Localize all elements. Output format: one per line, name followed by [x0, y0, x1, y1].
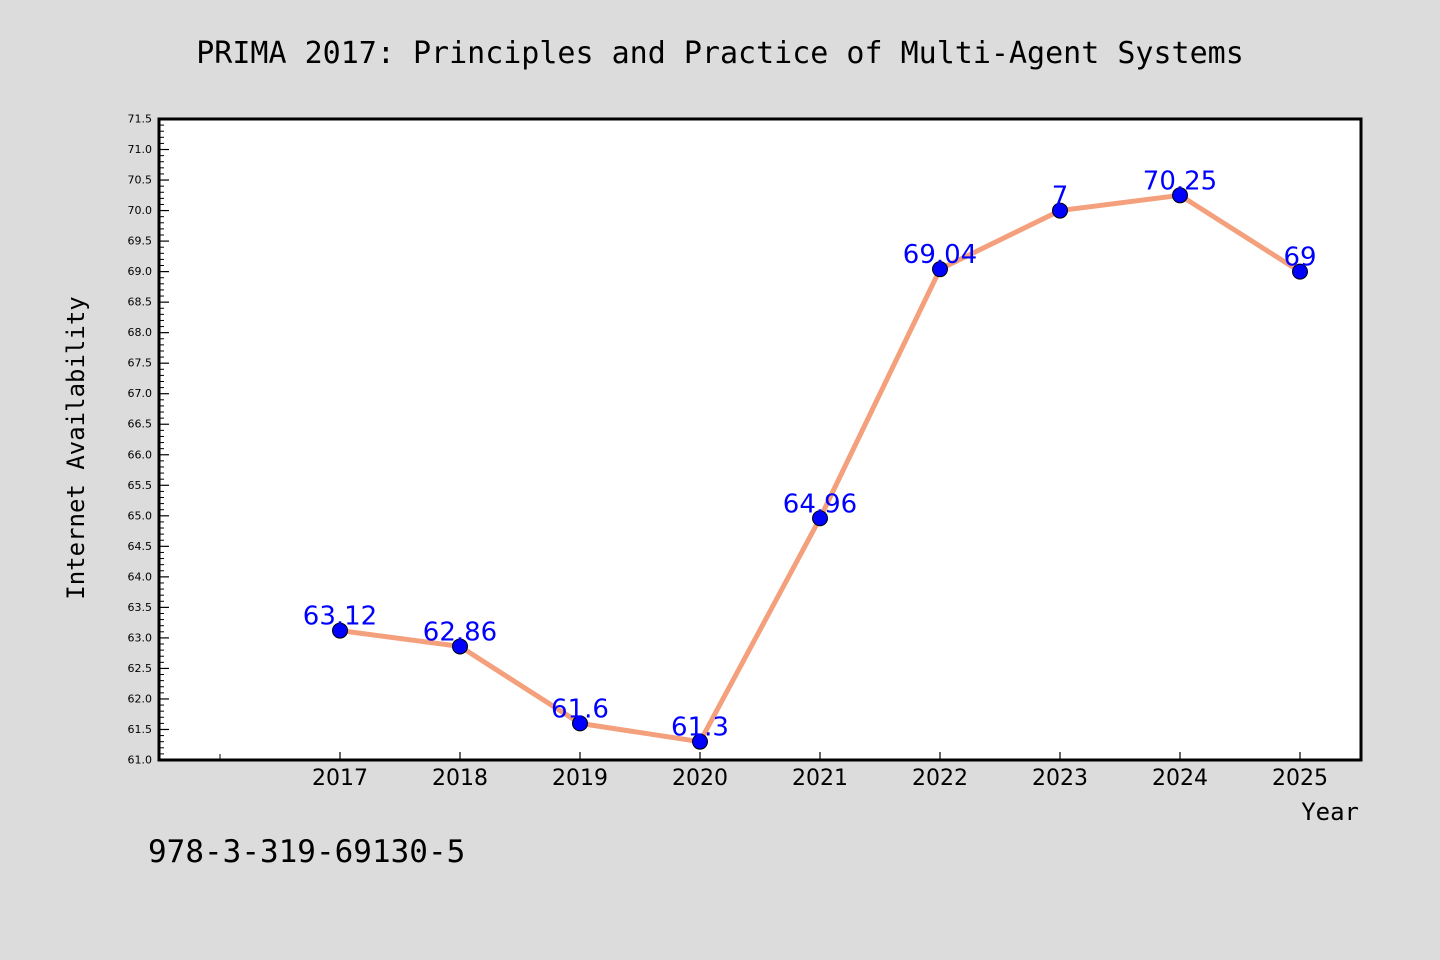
y-tick-label: 69.0 [128, 265, 153, 278]
y-tick-label: 63.5 [128, 601, 153, 614]
data-label: 62.86 [423, 617, 497, 647]
y-tick-label: 63.0 [128, 631, 153, 644]
x-tick-label: 2024 [1152, 766, 1208, 791]
data-point [812, 510, 828, 527]
data-label: 69.04 [903, 240, 977, 270]
plot-area [159, 119, 1361, 760]
y-tick-label: 70.5 [128, 174, 153, 187]
data-point [572, 715, 588, 732]
data-point [932, 261, 948, 278]
x-tick-label: 2023 [1032, 766, 1088, 791]
x-axis-label: Year [1301, 798, 1359, 826]
data-point [1172, 187, 1188, 204]
y-axis-label: Internet Availability [62, 296, 90, 599]
x-tick-label: 2019 [552, 766, 608, 791]
x-tick-label: 2020 [672, 766, 728, 791]
data-label: 61.3 [671, 713, 729, 743]
y-tick-label: 65.5 [128, 479, 153, 492]
y-tick-label: 66.0 [128, 448, 153, 461]
data-label: 69 [1283, 243, 1316, 273]
x-tick-label: 2017 [312, 766, 368, 791]
y-tick-label: 70.0 [128, 204, 153, 217]
data-label: 7 [1052, 182, 1069, 212]
y-tick-label: 67.0 [128, 387, 153, 400]
y-tick-label: 62.5 [128, 662, 153, 675]
y-tick-label: 69.5 [128, 235, 153, 248]
y-tick-label: 67.5 [128, 357, 153, 370]
data-point [1292, 263, 1308, 280]
data-point [692, 733, 708, 750]
y-tick-label: 62.0 [128, 692, 153, 705]
y-tick-label: 71.0 [128, 143, 153, 156]
x-tick-label: 2022 [912, 766, 968, 791]
y-tick-label: 64.0 [128, 570, 153, 583]
plot-frame [157, 117, 1363, 762]
data-point [332, 622, 348, 639]
y-tick-label: 68.0 [128, 326, 153, 339]
y-tick-label: 68.5 [128, 296, 153, 309]
data-label: 61.6 [551, 694, 609, 724]
data-label: 63.12 [303, 602, 377, 632]
data-labels: 63.12 62.86 61.6 61.3 64.96 69.04 7 70.25 69 [303, 166, 1317, 742]
data-point [452, 638, 468, 655]
x-axis: 2017 2018 2019 2020 2021 2022 2023 2024 2025 [219, 752, 1328, 791]
y-tick-label: 71.5 [128, 113, 153, 126]
data-markers [332, 187, 1308, 750]
y-tick-label: 61.5 [128, 723, 153, 736]
data-point [1052, 202, 1068, 219]
x-tick-label: 2025 [1272, 766, 1328, 791]
y-tick-label: 64.5 [128, 540, 153, 553]
data-label: 64.96 [783, 489, 857, 519]
x-tick-label: 2021 [792, 766, 848, 791]
chart-title: PRIMA 2017: Principles and Practice of M… [196, 36, 1244, 71]
y-tick-label: 66.5 [128, 418, 153, 431]
y-tick-label: 65.0 [128, 509, 153, 522]
x-tick-label: 2018 [432, 766, 488, 791]
isbn-text: 978-3-319-69130-5 [148, 834, 466, 870]
data-label: 70.25 [1143, 166, 1217, 196]
y-tick-label: 61.0 [128, 754, 153, 767]
